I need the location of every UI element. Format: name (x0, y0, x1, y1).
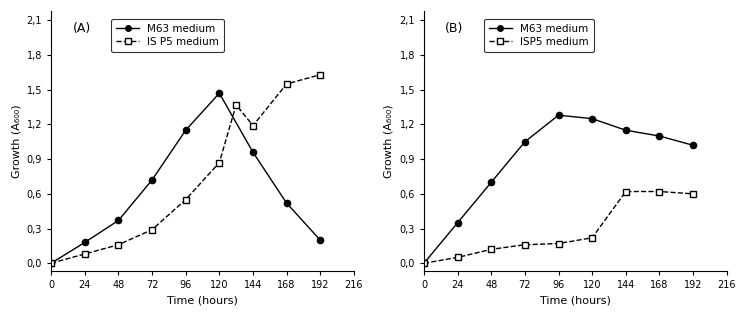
X-axis label: Time (hours): Time (hours) (540, 296, 611, 306)
Text: (A): (A) (72, 22, 90, 35)
Legend: M63 medium, IS P5 medium: M63 medium, IS P5 medium (111, 19, 224, 52)
Y-axis label: Growth (A₆₀₀): Growth (A₆₀₀) (384, 104, 394, 178)
Legend: M63 medium, ISP5 medium: M63 medium, ISP5 medium (484, 19, 594, 52)
Y-axis label: Growth (A₆₀₀): Growth (A₆₀₀) (11, 104, 21, 178)
X-axis label: Time (hours): Time (hours) (167, 296, 238, 306)
Text: (B): (B) (445, 22, 464, 35)
